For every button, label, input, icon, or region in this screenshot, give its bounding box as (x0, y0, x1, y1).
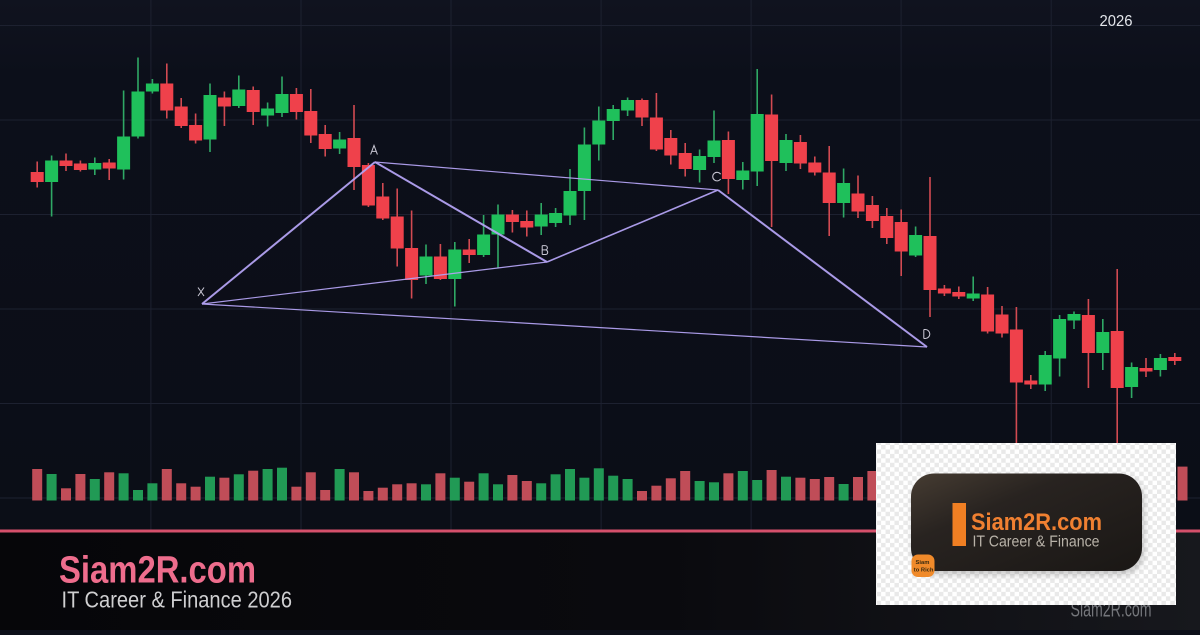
svg-text:2026: 2026 (1100, 13, 1133, 30)
svg-text:IT Career & Finance: IT Career & Finance (973, 534, 1100, 551)
svg-text:Siam: Siam (916, 560, 930, 566)
svg-text:to Rich: to Rich (914, 568, 934, 574)
svg-text:Siam2R.com: Siam2R.com (59, 550, 256, 592)
svg-text:IT Career & Finance 2026: IT Career & Finance 2026 (62, 587, 293, 613)
svg-text:Siam2R.com: Siam2R.com (971, 509, 1102, 536)
